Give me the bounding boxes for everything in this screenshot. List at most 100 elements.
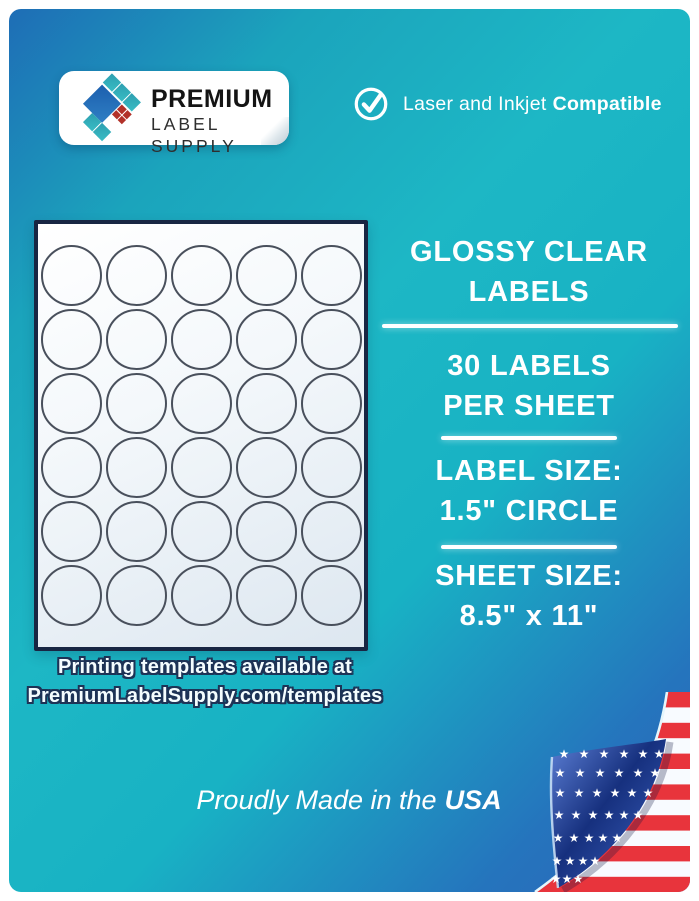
label-circle [235,309,297,370]
compatibility-row: Laser and Inkjet Compatible [352,85,662,123]
label-circle [235,245,297,306]
svg-text:★: ★ [638,747,649,761]
label-circle [105,501,167,562]
label-grid [38,224,364,626]
svg-text:★: ★ [565,854,576,868]
label-circle [105,373,167,434]
label-circle [170,309,232,370]
spec-line: PER SHEET [443,390,615,422]
spec-sheet-size: SHEET SIZE: 8.5" x 11" [379,556,679,636]
brand-subname: LABEL SUPPLY [151,114,237,156]
label-circle [170,373,232,434]
svg-text:★: ★ [579,747,590,761]
svg-text:★: ★ [575,766,586,780]
svg-text:★: ★ [599,747,610,761]
svg-text:★: ★ [643,786,654,800]
us-flag-page-curl-icon: ★ ★ ★ ★ ★ ★★ ★ ★ ★ ★ ★★ ★ ★ ★ ★ ★★ ★ ★ ★ ★ ★★ ★ ★ ★ ★★ ★ ★ ★★ ★ ★ [534,692,690,892]
diamond-logo-icon [73,73,141,142]
spec-line: LABELS [468,276,590,308]
svg-text:★: ★ [598,831,609,845]
label-circle [170,565,232,626]
label-sheet [34,220,368,651]
compatibility-bold: Compatible [552,92,662,115]
svg-text:★: ★ [555,786,566,800]
svg-text:★: ★ [578,854,589,868]
svg-text:★: ★ [559,747,570,761]
svg-text:★: ★ [555,766,566,780]
compatibility-prefix: Laser and Inkjet [403,92,547,115]
spec-divider [441,545,617,549]
label-circle [105,437,167,498]
svg-text:★: ★ [614,766,625,780]
templates-note: Printing templates available at PremiumL… [9,653,401,711]
spec-line: SHEET SIZE: [435,560,623,592]
footer-bold: USA [444,785,502,815]
svg-text:★: ★ [552,854,563,868]
label-circle [235,373,297,434]
label-circle [300,437,362,498]
label-circle [300,245,362,306]
svg-text:★: ★ [588,808,599,822]
svg-text:★: ★ [590,854,601,868]
made-in-usa-text: Proudly Made in the USA [69,785,629,816]
label-circle [40,309,102,370]
spec-line: GLOSSY CLEAR [410,236,648,268]
compatibility-text: Laser and Inkjet Compatible [403,93,662,116]
svg-text:★: ★ [633,766,644,780]
label-circle [105,309,167,370]
svg-text:★: ★ [569,831,580,845]
svg-text:★: ★ [619,808,630,822]
svg-text:★: ★ [584,831,595,845]
spec-product-title: GLOSSY CLEAR LABELS [379,232,679,312]
label-circle [300,309,362,370]
label-circle [300,565,362,626]
check-circle-icon [354,87,388,121]
templates-note-line1: Printing templates available at [57,656,353,678]
spec-label-size: LABEL SIZE: 1.5" CIRCLE [379,451,679,531]
label-circle [170,437,232,498]
flag-stars: ★ ★ ★ ★ ★ ★★ ★ ★ ★ ★ ★★ ★ ★ ★ ★ ★★ ★ ★ ★ ★ ★★ ★ ★ ★ ★★ ★ ★ ★★ ★ ★ [551,747,665,886]
svg-text:★: ★ [619,747,630,761]
svg-text:★: ★ [571,808,582,822]
svg-text:★: ★ [595,766,606,780]
brand-name: PREMIUM [151,85,273,113]
svg-text:★: ★ [610,786,621,800]
svg-text:★: ★ [551,872,562,886]
svg-text:★: ★ [604,808,615,822]
svg-text:★: ★ [627,786,638,800]
spec-labels-per-sheet: 30 LABELS PER SHEET [379,346,679,426]
brand-logo: PREMIUM LABEL SUPPLY [59,71,289,156]
svg-text:★: ★ [562,872,573,886]
spec-divider [382,324,678,328]
svg-text:★: ★ [553,831,564,845]
label-circle [300,373,362,434]
svg-text:★: ★ [554,808,565,822]
svg-text:★: ★ [650,766,661,780]
spec-line: 1.5" CIRCLE [439,495,619,527]
label-circle [170,245,232,306]
label-circle [170,501,232,562]
label-circle [235,565,297,626]
label-circle [300,501,362,562]
spec-divider [441,436,617,440]
product-image-card: PREMIUM LABEL SUPPLY Laser and Inkjet Com… [9,9,690,892]
label-circle [40,501,102,562]
svg-text:★: ★ [574,786,585,800]
templates-note-line2: PremiumLabelSupply.com/templates [27,685,383,707]
label-circle [105,565,167,626]
label-circle [40,373,102,434]
label-circle [40,437,102,498]
label-circle [235,437,297,498]
footer-prefix: Proudly Made in the [196,785,437,815]
svg-text:★: ★ [573,872,584,886]
spec-line: 8.5" x 11" [459,600,599,632]
spec-line: 30 LABELS [447,350,611,382]
svg-text:★: ★ [612,831,623,845]
svg-text:★: ★ [633,808,644,822]
spec-line: LABEL SIZE: [435,455,623,487]
label-circle [40,245,102,306]
svg-text:★: ★ [592,786,603,800]
label-circle [235,501,297,562]
svg-text:★: ★ [654,747,665,761]
label-circle [40,565,102,626]
